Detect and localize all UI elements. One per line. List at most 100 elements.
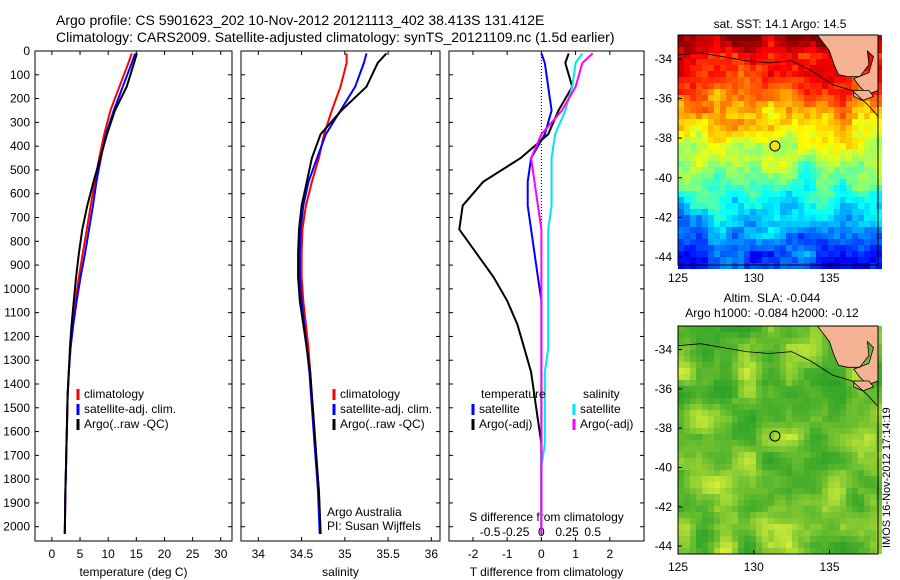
ytick-label: 1000	[3, 282, 30, 296]
legend-label: Argo(-adj)	[580, 417, 633, 431]
island	[853, 90, 875, 101]
ytick-label: 1200	[3, 329, 30, 343]
legend-label: satellite-adj. clim.	[340, 402, 432, 416]
map-xtick-label: 130	[744, 271, 764, 285]
ytick-label: 400	[10, 139, 30, 153]
ytick-label: 1600	[3, 425, 30, 439]
xtick-label: 5	[77, 547, 84, 561]
panel-annotation: Argo Australia	[327, 505, 402, 519]
legend-label: Argo(..raw -QC)	[340, 417, 425, 431]
map-xtick-label: 135	[819, 271, 839, 285]
ytick-label: 1700	[3, 448, 30, 462]
map-ytick-label: -34	[655, 343, 673, 357]
sst-map-title: sat. SST: 14.1 Argo: 14.5	[714, 17, 847, 31]
legend-label: satellite	[580, 402, 621, 416]
island	[853, 380, 875, 392]
ytick-label: 500	[10, 163, 30, 177]
legend-label: Argo(..raw -QC)	[84, 417, 169, 431]
xtick-label: 25	[186, 547, 200, 561]
map-ytick-label: -38	[655, 421, 673, 435]
map-ytick-label: -40	[655, 461, 673, 475]
ytick-label: 1100	[4, 306, 30, 320]
map-ytick-label: -42	[655, 500, 673, 514]
map-ytick-label: -36	[655, 382, 673, 396]
xtick-label: 35	[338, 547, 352, 561]
axes-frame-temperature	[34, 50, 233, 542]
legend-label: satellite-adj. clim.	[84, 402, 176, 416]
series-line-climatology	[300, 53, 348, 534]
x-axis-label: temperature (deg C)	[79, 565, 187, 579]
legend-header: temperature	[481, 387, 546, 401]
header-line-2: Climatology: CARS2009. Satellite-adjuste…	[56, 29, 615, 45]
xtick-label: 20	[158, 547, 172, 561]
ytick-label: 2000	[3, 520, 30, 534]
x-axis-label: salinity	[322, 565, 359, 579]
map-xtick-label: 130	[744, 560, 764, 574]
ytick-label: 300	[10, 115, 30, 129]
map-ytick-label: -44	[655, 250, 673, 264]
map-ytick-label: -40	[655, 171, 673, 185]
header-line-1: Argo profile: CS 5901623_202 10-Nov-2012…	[56, 12, 545, 28]
ytick-label: 100	[10, 68, 30, 82]
map-frame-sst_map	[677, 34, 879, 266]
xtick-label: 34	[252, 547, 266, 561]
map-frame-sla_map	[677, 325, 879, 555]
depth-contour	[677, 343, 879, 407]
axes-frame-salinity	[240, 50, 441, 542]
map-ytick-label: -42	[655, 210, 673, 224]
ytick-label: 1400	[3, 377, 30, 391]
xtick-label: 1	[572, 547, 579, 561]
map-ytick-label: -34	[655, 52, 673, 66]
series-line-salinity-satellite	[540, 52, 584, 534]
stick-label: -0.5	[480, 525, 501, 539]
xtick-label: 15	[130, 547, 144, 561]
xtick-label: -2	[468, 547, 479, 561]
stick-label: -0.25	[502, 525, 530, 539]
argo-location-marker	[769, 430, 781, 442]
depth-contour	[677, 52, 879, 117]
legend-label: Argo(-adj)	[479, 417, 532, 431]
ytick-label: 1300	[3, 353, 30, 367]
xtick-label: 34.5	[290, 547, 314, 561]
sla-map-title: Altim. SLA: -0.044	[724, 291, 821, 305]
map-xtick-label: 125	[668, 560, 688, 574]
xtick-label: 0	[538, 547, 545, 561]
ytick-label: 0	[23, 44, 30, 58]
series-line-argo-raw-qc-	[63, 53, 138, 534]
ytick-label: 1500	[3, 401, 30, 415]
panel-annotation: PI: Susan Wijffels	[327, 519, 421, 533]
xtick-label: 30	[214, 547, 228, 561]
xtick-label: 10	[101, 547, 115, 561]
xtick-label: 35.5	[376, 547, 400, 561]
xtick-label: -1	[502, 547, 513, 561]
ytick-label: 900	[10, 258, 30, 272]
series-line-satellite-adj-clim-	[298, 53, 368, 534]
series-line-temperature-argo-adj-	[458, 53, 574, 534]
x-axis-label-top: S difference from climatology	[469, 510, 624, 524]
series-line-salinity-argo-adj-	[530, 52, 594, 534]
ytick-label: 800	[10, 234, 30, 248]
imos-timestamp: IMOS 16-Nov-2012 17:14:19	[881, 407, 893, 548]
axes-frame-difference	[448, 50, 645, 542]
map-ytick-label: -38	[655, 131, 673, 145]
legend-header: salinity	[583, 387, 620, 401]
stick-label: 0.5	[584, 525, 601, 539]
stick-label: 0.25	[555, 525, 579, 539]
map-xtick-label: 135	[819, 560, 839, 574]
legend-label: satellite	[479, 402, 520, 416]
xtick-label: 36	[425, 547, 439, 561]
legend-label: climatology	[340, 387, 400, 401]
argo-location-marker	[769, 140, 781, 152]
ytick-label: 600	[10, 187, 30, 201]
map-ytick-label: -36	[655, 91, 673, 105]
map-xtick-label: 125	[668, 271, 688, 285]
series-line-argo-raw-qc-	[297, 52, 388, 534]
ytick-label: 1800	[3, 472, 30, 486]
ytick-label: 200	[10, 92, 30, 106]
sla-map-subtitle: Argo h1000: -0.084 h2000: -0.12	[685, 306, 859, 320]
legend-label: climatology	[84, 387, 144, 401]
xtick-label: 2	[606, 547, 613, 561]
x-axis-label: T difference from climatology	[470, 565, 624, 579]
xtick-label: 0	[49, 547, 56, 561]
